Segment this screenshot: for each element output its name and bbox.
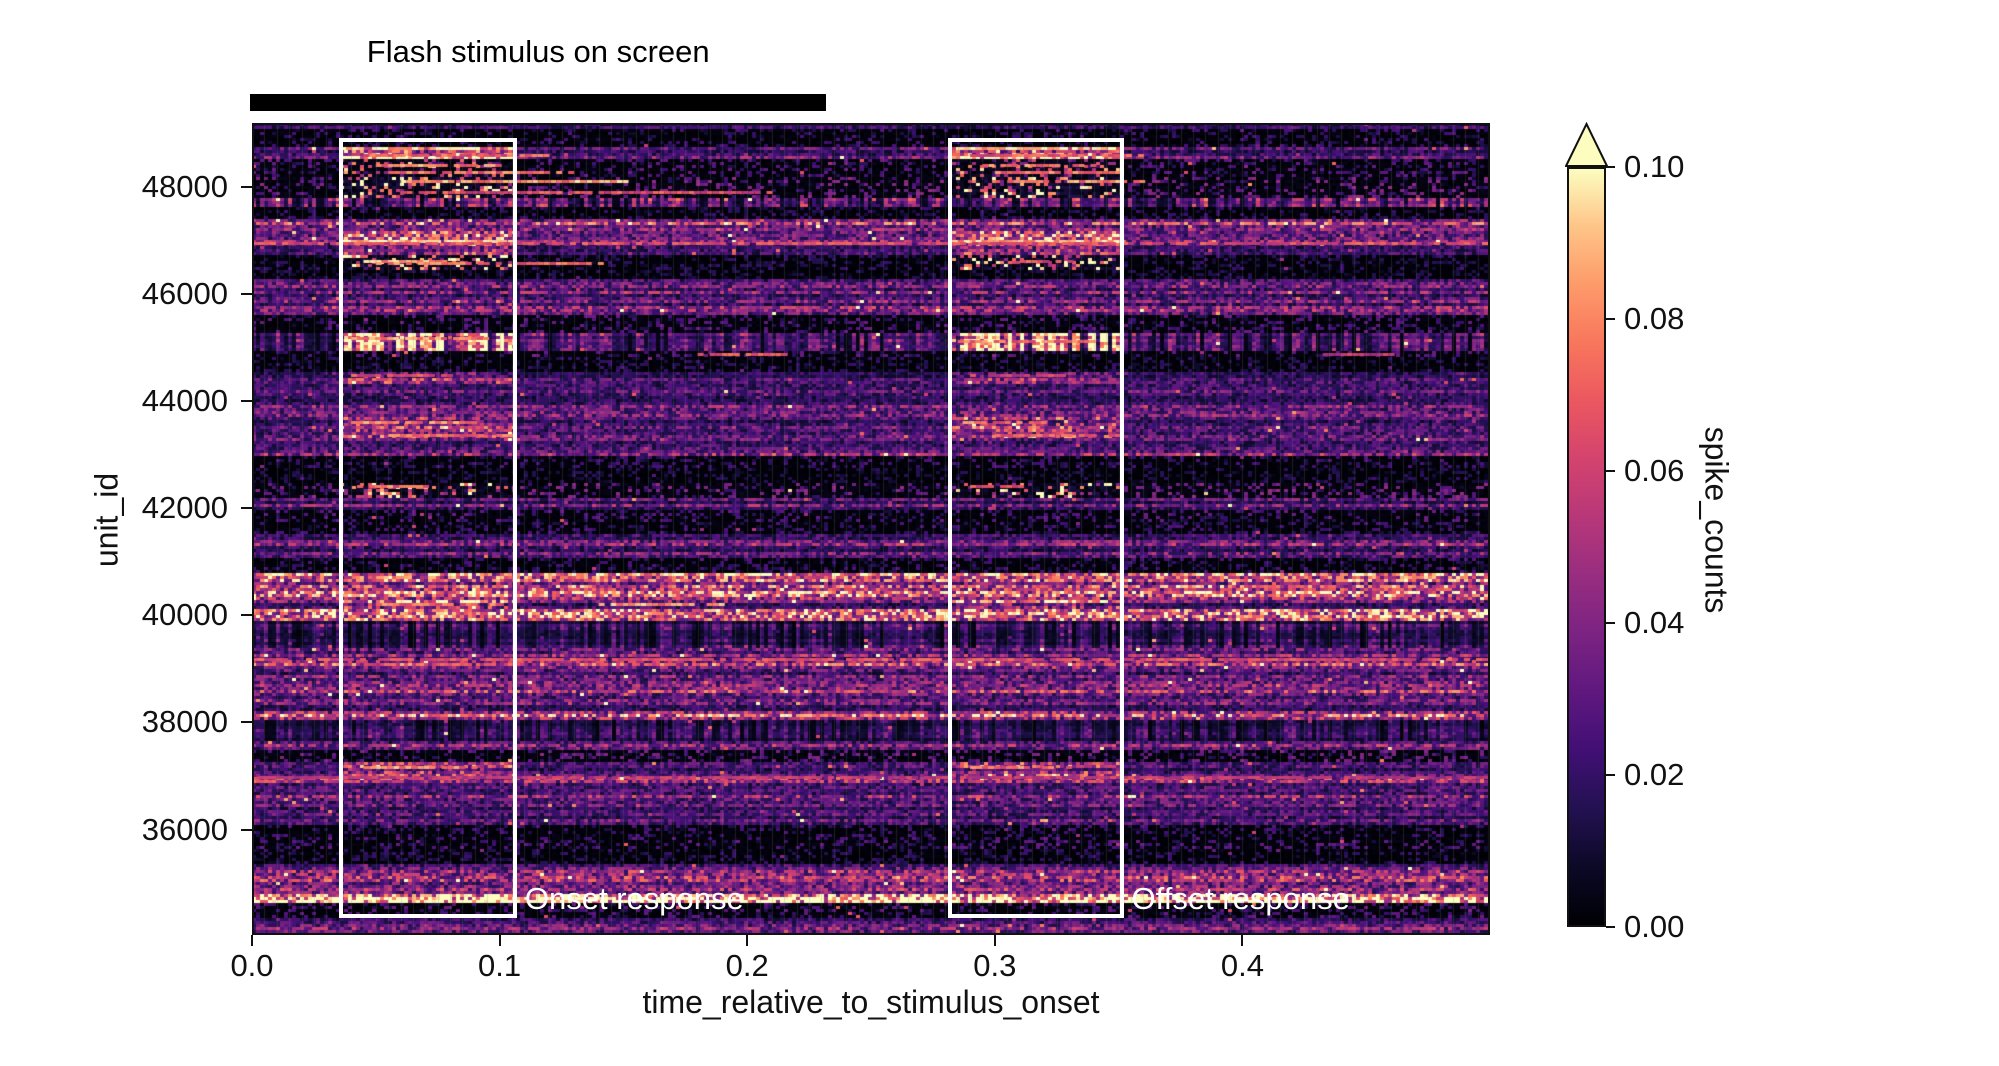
colorbar-tick-label: 0.04	[1624, 605, 1685, 640]
y-tick-label: 40000	[141, 597, 228, 633]
x-tick-label: 0.3	[973, 948, 1017, 983]
x-tick-mark	[251, 935, 253, 946]
colorbar-tick-label: 0.02	[1624, 757, 1685, 792]
colorbar-tick-label: 0.00	[1624, 909, 1685, 944]
y-tick-label: 36000	[141, 811, 228, 847]
y-tick-mark	[241, 507, 252, 510]
colorbar-tick-mark	[1606, 470, 1615, 472]
flash-stimulus-bar	[250, 94, 827, 111]
x-tick-mark	[993, 935, 996, 946]
x-tick-mark	[1241, 935, 1244, 946]
y-tick-label: 38000	[141, 704, 228, 740]
colorbar-tick-label: 0.10	[1624, 149, 1685, 184]
y-tick-mark	[241, 828, 252, 831]
colorbar-tick-mark	[1606, 166, 1615, 168]
colorbar-tick-label: 0.08	[1624, 301, 1685, 336]
x-axis-label: time_relative_to_stimulus_onset	[642, 984, 1100, 1020]
heatmap-plot-area: Onset response Offset response	[252, 123, 1490, 935]
y-tick-mark	[241, 186, 252, 189]
colorbar-tick-mark	[1606, 318, 1615, 320]
heatmap-canvas	[252, 123, 1490, 935]
y-tick-label: 42000	[141, 490, 228, 526]
offset-response-label: Offset response	[1131, 880, 1350, 916]
x-tick-mark	[746, 935, 749, 946]
colorbar	[1567, 167, 1606, 927]
x-tick-mark	[498, 935, 501, 946]
x-tick-label: 0.0	[230, 948, 274, 983]
colorbar-tick-label: 0.06	[1624, 453, 1685, 488]
y-tick-mark	[241, 293, 252, 296]
y-tick-mark	[241, 721, 252, 724]
stimulus-annotation: Flash stimulus on screen	[366, 34, 710, 69]
y-tick-mark	[241, 400, 252, 403]
y-tick-label: 46000	[141, 276, 228, 312]
x-tick-label: 0.4	[1220, 948, 1264, 983]
x-tick-label: 0.2	[725, 948, 769, 983]
y-tick-label: 44000	[141, 383, 228, 419]
onset-response-label: Onset response	[524, 880, 744, 916]
colorbar-extend-arrow	[1565, 122, 1608, 167]
colorbar-label: spike_counts	[1698, 426, 1735, 614]
x-tick-label: 0.1	[478, 948, 522, 983]
y-tick-mark	[241, 614, 252, 617]
y-tick-label: 48000	[141, 169, 228, 205]
colorbar-tick-mark	[1606, 926, 1615, 928]
colorbar-tick-mark	[1606, 622, 1615, 624]
colorbar-tick-mark	[1606, 774, 1615, 776]
